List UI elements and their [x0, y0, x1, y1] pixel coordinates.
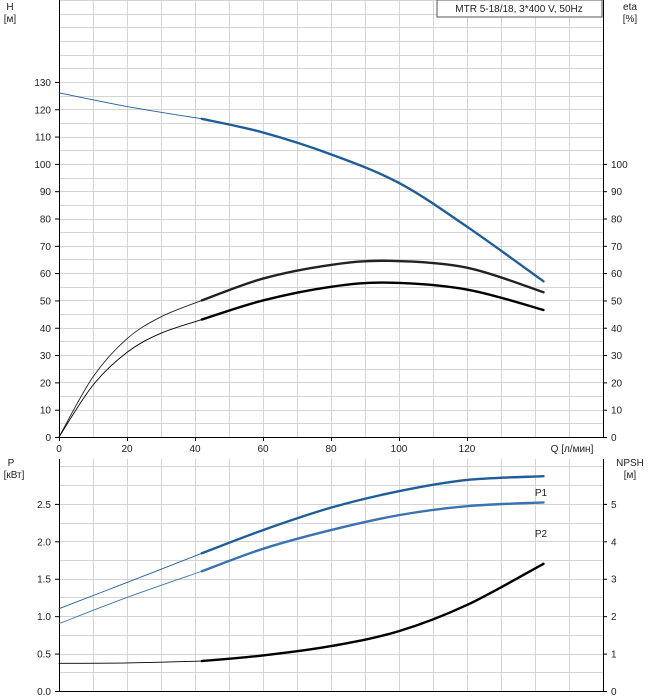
bottom-right-tick-label: 1: [611, 650, 617, 661]
top-right-tick-label: 90: [611, 187, 623, 198]
bottom-right-tick-label: 5: [611, 500, 617, 511]
top-left-tick-label: 40: [40, 324, 52, 335]
top-left-tick-label: 80: [40, 215, 52, 226]
bottom-right-axis-title-line2: [м]: [624, 470, 637, 481]
bottom-left-tick-label: 0.0: [37, 687, 51, 698]
top-eta_lower-extension-curve: [58, 319, 203, 438]
bottom-left-tick-label: 2.5: [37, 500, 51, 511]
top-right-tick-label: 30: [611, 351, 623, 362]
top-left-axis-title-line2: [м]: [4, 14, 17, 25]
top-eta_upper-extension-curve: [58, 299, 203, 438]
x-tick-label: 80: [325, 444, 337, 455]
bottom-right-tick-label: 0: [611, 687, 617, 698]
bottom-left-axis-title-line1: P: [8, 458, 15, 469]
x-tick-label: 60: [257, 444, 269, 455]
top-left-tick-label: 30: [40, 351, 52, 362]
top-left-tick-label: 70: [40, 242, 52, 253]
top-right-tick-label: 70: [611, 242, 623, 253]
legend-text: MTR 5-18/18, 3*400 V, 50Hz: [455, 4, 582, 15]
top-right-tick-label: 80: [611, 215, 623, 226]
x-tick-label: 0: [56, 444, 62, 455]
top-left-tick-label: 100: [34, 160, 51, 171]
grid-layer: [59, 0, 604, 692]
legend-box: [436, 0, 603, 18]
bottom-NPSH-duty-curve: [200, 562, 545, 663]
x-axis-title: Q [л/мин]: [551, 444, 594, 455]
bottom-right-tick-label: 2: [611, 612, 617, 623]
top-left-tick-label: 50: [40, 296, 52, 307]
top-right-tick-label: 50: [611, 296, 623, 307]
bottom-right-axis-title-line1: NPSH: [616, 458, 644, 469]
bottom-NPSH-extension-curve: [58, 660, 203, 664]
series-label-p1: P1: [535, 488, 548, 499]
bottom-right-tick-label: 3: [611, 575, 617, 586]
top-right-axis-title-line1: eta: [623, 2, 637, 13]
top-left-axis-title-line1: H: [6, 2, 13, 13]
x-tick-label: 120: [459, 444, 476, 455]
bottom-left-tick-label: 1.5: [37, 575, 51, 586]
bottom-P1-extension-curve: [58, 552, 203, 610]
tick-layer: 0 20 40 60 80 100 1200102030405060708090100110…: [34, 78, 628, 698]
x-tick-label: 100: [391, 444, 408, 455]
top-head-duty-curve: [200, 117, 545, 283]
x-tick-label: 20: [121, 444, 133, 455]
top-left-tick-label: 10: [40, 406, 52, 417]
bottom-P1-duty-curve: [200, 475, 545, 555]
top-right-tick-label: 10: [611, 406, 623, 417]
bottom-left-tick-label: 2.0: [37, 537, 51, 548]
label-layer: H [м] eta [%] Q [л/мин] P [кВт] NPSH [м]…: [4, 0, 644, 540]
top-right-axis-title-line2: [%]: [623, 14, 638, 25]
bottom-P2-duty-curve: [200, 501, 545, 573]
top-eta_upper-duty-curve: [200, 259, 545, 302]
series-label-p2: P2: [535, 529, 548, 540]
top-right-tick-label: 40: [611, 324, 623, 335]
bottom-left-tick-label: 0.5: [37, 650, 51, 661]
top-left-tick-label: 20: [40, 378, 52, 389]
top-left-tick-label: 90: [40, 187, 52, 198]
bottom-left-tick-label: 1.0: [37, 612, 51, 623]
bottom-right-tick-label: 4: [611, 537, 617, 548]
top-left-tick-label: 110: [35, 133, 51, 144]
top-right-tick-label: 0: [611, 433, 617, 444]
top-right-tick-label: 100: [611, 160, 628, 171]
bottom-P2-extension-curve: [58, 570, 203, 625]
top-right-tick-label: 60: [611, 269, 623, 280]
bottom-left-axis-title-line2: [кВт]: [4, 470, 25, 481]
top-left-tick-label: 0: [45, 433, 51, 444]
top-eta_lower-duty-curve: [200, 281, 545, 321]
x-tick-label: 40: [189, 444, 201, 455]
top-head-extension-curve: [58, 92, 203, 120]
curve-layer: [58, 92, 545, 664]
top-left-tick-label: 120: [34, 105, 51, 116]
top-left-tick-label: 130: [34, 78, 51, 89]
top-left-tick-label: 60: [40, 269, 52, 280]
top-right-tick-label: 20: [611, 378, 623, 389]
